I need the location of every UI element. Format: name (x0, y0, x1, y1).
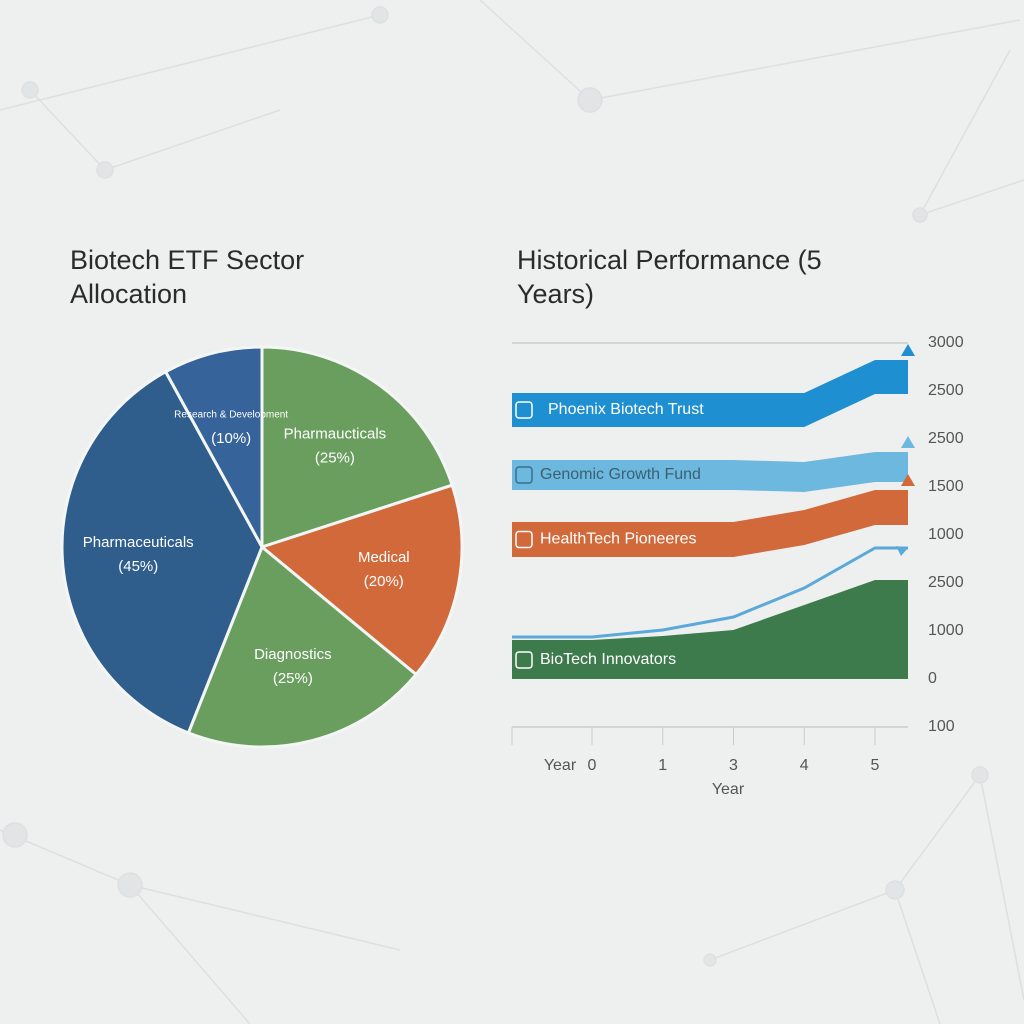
pie-slice (260, 345, 455, 550)
x-tick-label: 5 (871, 757, 880, 774)
slice-label: Pharmaceuticals (83, 534, 194, 551)
y-tick-label: 3000 (928, 334, 964, 351)
y-tick-label: 2500 (928, 430, 964, 447)
x-tick-label: 3 (729, 757, 738, 774)
slice-value-label: (25%) (273, 670, 313, 687)
series-icon (515, 466, 533, 484)
y-tick-label: 0 (928, 670, 937, 687)
line (512, 546, 908, 639)
pie-slice (258, 483, 464, 677)
pie-slice (60, 369, 264, 735)
arrow-head (901, 344, 915, 356)
y-tick-label: 1000 (928, 526, 964, 543)
series-label: Phoenix Biotech Trust (548, 401, 704, 418)
band (512, 580, 908, 679)
x-tick-label: 1 (658, 757, 667, 774)
series-icon (515, 401, 533, 419)
pie-title: Biotech ETF Sector Allocation (70, 245, 305, 309)
x-tick-label: 4 (800, 757, 809, 774)
band (512, 452, 908, 492)
series-label: HealthTech Pioneeres (540, 531, 697, 548)
slice-label: Pharmaucticals (284, 426, 387, 443)
x-tick-label: 0 (588, 757, 597, 774)
band-title: Historical Performance (5 Years) (517, 245, 822, 309)
slice-value-label: (10%) (211, 430, 251, 447)
y-tick-label: 2500 (928, 382, 964, 399)
arrow-head (896, 546, 908, 556)
series-label: Genomic Growth Fund (540, 466, 701, 483)
slice-value-label: (45%) (118, 558, 158, 575)
series-icon (515, 651, 533, 669)
pie-slice (186, 544, 419, 749)
arrow-head (901, 436, 915, 448)
slice-label: Medical (358, 549, 410, 566)
band (512, 490, 908, 557)
pie-slice (163, 345, 264, 548)
x-prefix: Year (544, 757, 577, 774)
series-label: BioTech Innovators (540, 651, 676, 668)
slice-value-label: (20%) (364, 573, 404, 590)
y-tick-label: 100 (928, 718, 955, 735)
y-tick-label: 2500 (928, 574, 964, 591)
y-tick-label: 1500 (928, 478, 964, 495)
slice-value-label: (25%) (315, 450, 355, 467)
band (512, 360, 908, 427)
slice-label: Research & Development (174, 410, 288, 421)
series-icon (515, 530, 533, 549)
arrow-head (901, 474, 915, 486)
y-tick-label: 1000 (928, 622, 964, 639)
slice-label: Diagnostics (254, 646, 332, 663)
x-axis-label: Year (712, 781, 745, 798)
